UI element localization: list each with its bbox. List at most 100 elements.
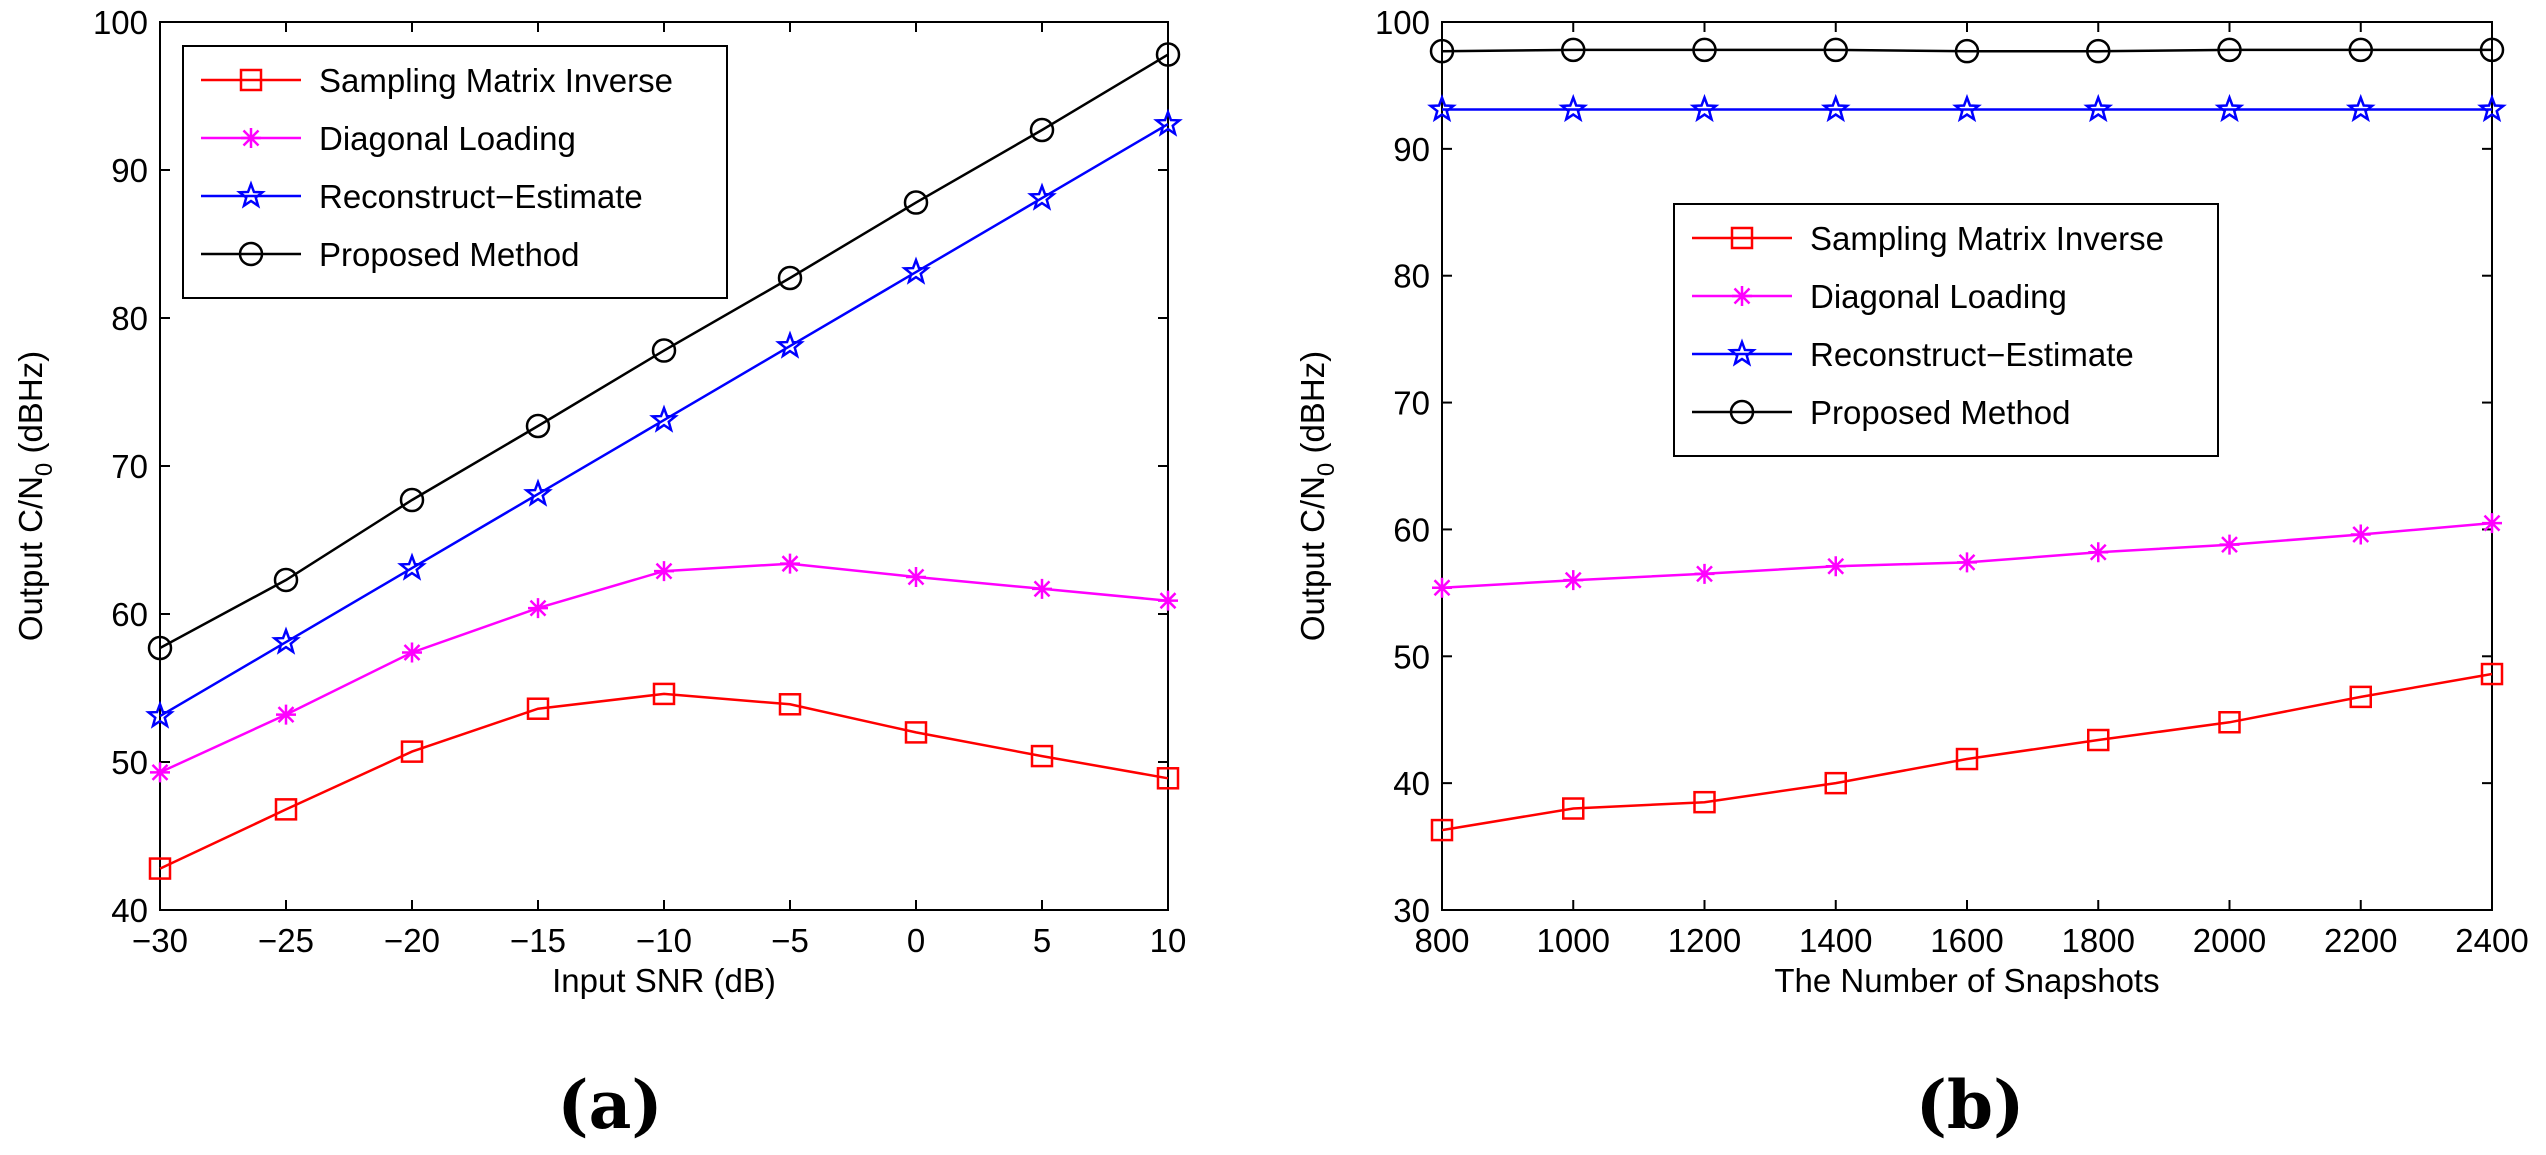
x-tick-label: 5 [1033,922,1051,959]
y-tick-label: 70 [1393,385,1430,422]
data-point-asterisk [1957,552,1977,573]
series-line-circle [1441,48,2492,53]
data-point-star [1952,93,1982,123]
data-point-square [1156,767,1180,790]
data-point-star [1153,108,1183,137]
data-point-square [1955,747,1979,771]
y-axis-label-unit: (dBHz) [12,351,49,463]
legend-marker-circle [238,241,264,267]
legend-marker-asterisk [241,128,261,148]
data-point-circle [147,635,173,661]
legend-box [182,45,728,299]
x-tick-label: 1600 [1930,922,2003,959]
data-point-asterisk [1032,578,1052,599]
legend-label: Diagonal Loading [1810,278,2067,315]
y-tick-label: 100 [93,4,148,41]
data-point-star [2214,93,2245,123]
data-point-circle [1954,38,1980,64]
y-tick-label: 30 [1393,892,1430,929]
data-point-square [148,857,172,880]
x-tick-label: 1400 [1799,922,1872,959]
x-tick-label: −15 [510,922,566,959]
data-point-circle [273,567,299,593]
data-point-square [2218,711,2241,734]
data-point-star [2477,93,2507,123]
x-tick-label: −5 [771,922,809,959]
data-point-square [1693,790,1716,814]
y-axis-label-subscript: 0 [31,463,58,476]
data-point-asterisk [1825,556,1846,577]
data-point-square [526,697,550,720]
series-line-circle [159,53,1169,650]
y-axis-label-unit: (dBHz) [1294,351,1331,463]
plot-area [1441,21,2493,911]
x-tick-label: 1200 [1668,922,1741,959]
legend-label: Proposed Method [1810,394,2071,431]
y-tick-label: 80 [111,300,148,337]
data-point-square [1430,818,1454,842]
data-point-asterisk [906,567,926,587]
data-point-asterisk [150,762,170,783]
y-tick-label: 50 [1393,638,1430,675]
y-tick-label: 60 [111,596,148,633]
data-point-asterisk [780,553,800,574]
x-tick-label: 0 [907,922,925,959]
legend-marker-square [239,68,263,92]
x-axis-label: The Number of Snapshots [1774,962,2159,999]
data-point-square [1562,797,1585,820]
y-axis-label: Output C/N0 (dBHz) [1294,351,1340,641]
legend-marker-star [1727,338,1757,367]
legend-marker-star [236,180,266,209]
x-tick-label: 2000 [2193,922,2266,959]
data-point-asterisk [2219,534,2240,555]
legend-marker-asterisk [1732,286,1752,306]
x-tick-label: 2400 [2455,922,2528,959]
data-point-asterisk [528,598,548,619]
data-point-circle [2086,38,2111,64]
data-point-asterisk [276,704,296,725]
data-point-circle [1692,37,1717,63]
x-tick-label: −10 [636,922,692,959]
legend-label: Sampling Matrix Inverse [1810,220,2164,257]
data-point-square [1030,744,1054,768]
data-point-asterisk [654,561,674,582]
data-point-star [1689,93,1720,123]
x-tick-label: −30 [132,922,188,959]
data-point-asterisk [1158,590,1178,611]
data-point-circle [651,338,677,363]
data-point-circle [2348,37,2373,63]
data-point-square [2480,662,2504,686]
data-point-circle [2479,37,2505,63]
y-tick-label: 60 [1393,511,1430,548]
chart-panel-b: 800 1000 1200 1400 1600 1800 2000 2200 240030405… [1294,4,2529,1144]
x-tick-label: −25 [258,922,314,959]
data-point-star [901,256,931,285]
data-point-star [271,626,301,655]
x-axis-label: Input SNR (dB) [552,962,776,999]
y-tick-label: 80 [1393,258,1430,295]
data-point-square [400,740,424,763]
legend-label: Reconstruct−Estimate [1810,336,2134,373]
data-point-circle [2217,37,2242,63]
data-point-square [2087,728,2110,752]
data-point-star [2083,93,2114,123]
panel-label: (a) [557,1066,662,1144]
legend-label: Diagonal Loading [319,120,576,157]
data-point-asterisk [2350,524,2371,545]
chart-panel-a: −30 −25 −20 −15 −10 −5 0 5 10 40 50 60 70 80 90 100 Inpu… [12,4,1186,1144]
y-axis-label: Output C/N0 (dBHz) [12,351,58,641]
series-line-square [159,692,1169,870]
data-point-circle [1155,42,1181,67]
panel-label: (b) [1916,1066,2025,1144]
x-tick-label: 800 [1414,922,1469,959]
legend-label: Reconstruct−Estimate [319,178,643,215]
y-tick-label: 70 [111,448,148,485]
data-point-star [1427,93,1457,123]
y-tick-label: 40 [1393,765,1430,802]
data-point-asterisk [2088,542,2109,563]
y-axis-label-subscript: 0 [1313,463,1340,476]
x-tick-label: −20 [384,922,440,959]
x-tick-label: 10 [1150,922,1187,959]
legend: Sampling Matrix Inverse Diagonal Loading R… [1673,203,2219,457]
